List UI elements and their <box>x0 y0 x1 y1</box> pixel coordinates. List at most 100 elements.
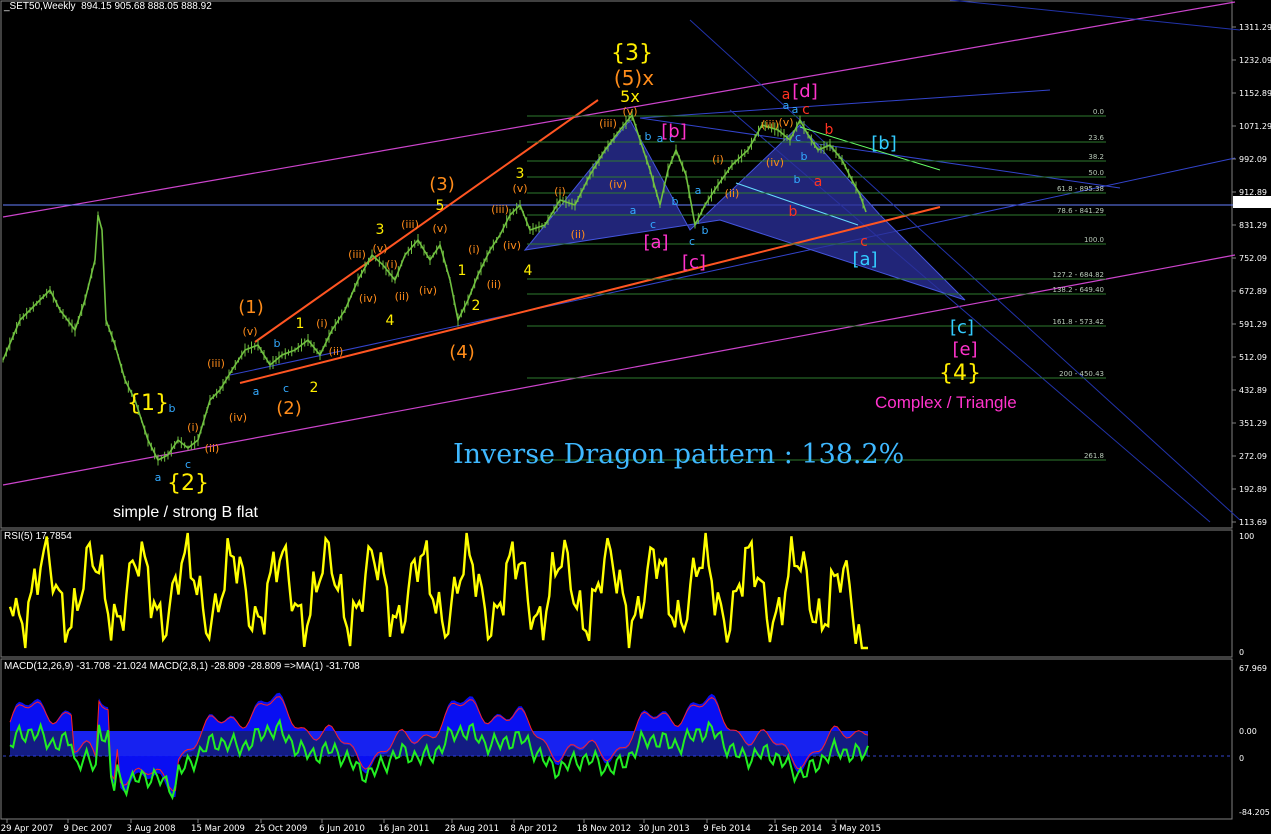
price-series <box>2 109 867 466</box>
wave-label: [c] <box>950 317 974 338</box>
wave-label: (ii) <box>487 278 502 291</box>
wave-label: (v) <box>372 242 387 255</box>
wave-label: (i) <box>468 243 480 256</box>
wave-label: 3 <box>516 166 525 182</box>
wave-label: (ii) <box>571 228 586 241</box>
macd-axis-label: 67.969 <box>1239 664 1267 673</box>
wave-label: (iv) <box>229 411 247 424</box>
date-tick-label: 30 Jun 2013 <box>638 824 689 834</box>
wave-label: 5x <box>620 87 640 106</box>
wave-label: a <box>155 471 162 484</box>
wave-label: (ii) <box>725 187 740 200</box>
wave-label: a <box>657 132 664 145</box>
wave-label: (iii) <box>207 357 225 370</box>
rsi-axis-label: 0 <box>1239 648 1244 657</box>
fib-level-label: 100.0 <box>1084 236 1104 244</box>
date-tick-label: 3 May 2015 <box>831 824 881 834</box>
macd-fast-line <box>9 717 869 801</box>
fib-level-label: 50.0 <box>1088 169 1104 177</box>
price-tick-label: 113.69 <box>1239 518 1267 527</box>
wave-label: [a] <box>852 249 877 270</box>
fib-level-label: 38.2 <box>1088 153 1104 161</box>
price-tick-label: 992.09 <box>1239 155 1267 164</box>
wave-label: 3 <box>376 222 385 238</box>
rsi-line <box>8 532 868 650</box>
blue-trend-line-1 <box>229 157 1236 376</box>
complex-triangle-note: Complex / Triangle <box>875 393 1017 412</box>
wave-label: (v) <box>432 222 447 235</box>
wave-labels: {1} {2} {3} {4} (1) (2) (3) (4) (5)x5x 1 2 3 4 5 3 4 1 2 (… <box>127 41 981 496</box>
wave-label: {4} <box>939 361 981 386</box>
wave-label: c <box>795 131 801 144</box>
wave-label: 1 <box>458 263 467 279</box>
flat-note: simple / strong B flat <box>113 504 259 521</box>
date-axis: 29 Apr 2007 9 Dec 2007 3 Aug 2008 15 Mar 20… <box>1 819 881 834</box>
date-tick-label: 21 Sep 2014 <box>768 824 822 834</box>
rsi-pane-frame <box>0 529 1233 658</box>
wave-label: (iv) <box>419 284 437 297</box>
wave-label: (iii) <box>599 117 617 130</box>
date-tick-label: 18 Nov 2012 <box>577 824 631 834</box>
macd-axis-label: -84.205 <box>1239 808 1270 817</box>
wave-label: c <box>650 218 656 231</box>
wave-label: b <box>645 130 652 143</box>
rsi-axis-label: 100 <box>1239 532 1254 541</box>
wave-label: b <box>274 337 281 350</box>
wave-label: {2} <box>167 471 209 496</box>
macd-header: MACD(12,26,9) -31.708 -21.024 MACD(2,8,1… <box>4 661 360 672</box>
wave-label: (1) <box>238 297 264 318</box>
wave-label: 4 <box>386 313 395 329</box>
wave-label: b <box>169 402 176 415</box>
wave-label: [b] <box>661 121 686 142</box>
wave-label: c <box>283 382 289 395</box>
wave-label: {1} <box>127 391 169 416</box>
price-tick-label: 272.09 <box>1239 452 1267 461</box>
chart-annotations: Inverse Dragon pattern : 138.2% Complex /… <box>113 393 1017 521</box>
price-line <box>2 113 867 462</box>
channel-upper-line <box>2 1 1236 218</box>
fibonacci-levels: 0.0 23.6 38.2 50.0 61.8 - 895.38 78.6 - 841.2… <box>527 108 1106 461</box>
wave-label: [d] <box>792 81 817 102</box>
wave-label: (i) <box>712 153 724 166</box>
date-tick-label: 6 Jun 2010 <box>319 824 365 834</box>
price-tick-label: 512.09 <box>1239 353 1267 362</box>
date-tick-label: 28 Aug 2011 <box>445 824 499 834</box>
blue-trend-line-3 <box>639 117 1121 189</box>
wave-label: {3} <box>611 41 653 66</box>
wave-label: a <box>792 103 799 116</box>
price-tick-label: 1232.09 <box>1239 56 1271 65</box>
wave-label: 2 <box>310 380 319 396</box>
macd-series: 67.969 0.00 0 -84.205 <box>3 664 1270 817</box>
wave-label: a <box>783 99 790 112</box>
wave-label: (iii) <box>401 218 419 231</box>
fib-level-label: 261.8 <box>1084 452 1104 460</box>
symbol-label: _SET50,Weekly <box>4 1 76 12</box>
wave-label: (iv) <box>766 156 784 169</box>
date-tick-label: 29 Apr 2007 <box>1 824 54 834</box>
wave-label: (iv) <box>609 178 627 191</box>
macd-histogram <box>10 692 868 798</box>
wave-label: c <box>185 458 191 471</box>
fib-level-label: 138.2 - 649.40 <box>1052 286 1104 294</box>
wave-label: b <box>702 224 709 237</box>
wave-label: (4) <box>449 342 475 363</box>
blue-trend-line-2 <box>639 89 1051 119</box>
wave-label: (iii) <box>348 248 366 261</box>
wave-label: [e] <box>952 339 977 360</box>
wave-label: c <box>669 132 675 145</box>
wave-label: (i) <box>316 317 328 330</box>
date-tick-label: 9 Feb 2014 <box>703 824 751 834</box>
price-tick-label: 752.09 <box>1239 254 1267 263</box>
pattern-title: Inverse Dragon pattern : 138.2% <box>453 439 904 470</box>
price-tick-label: 192.89 <box>1239 485 1267 494</box>
price-tick-label: 1071.29 <box>1239 122 1271 131</box>
date-tick-label: 16 Jan 2011 <box>379 824 430 834</box>
wave-label: c <box>860 234 868 250</box>
current-price-tag <box>1233 196 1271 208</box>
wave-label: c <box>802 102 810 118</box>
price-tick-label: 591.29 <box>1239 320 1267 329</box>
wave-label: (iv) <box>359 292 377 305</box>
price-pane-frame <box>0 0 1233 529</box>
macd-pane-frame <box>0 658 1233 820</box>
